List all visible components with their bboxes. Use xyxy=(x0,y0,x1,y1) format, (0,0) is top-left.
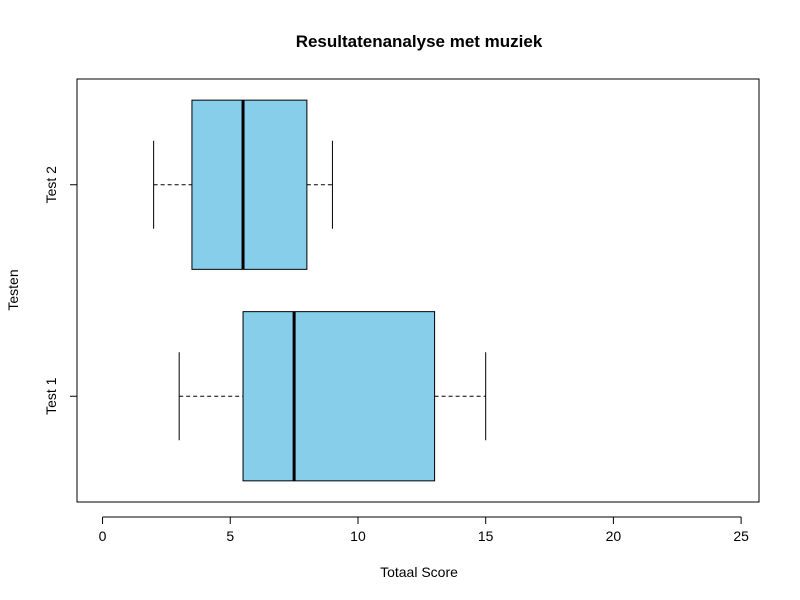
y-axis: Test 1 Test 2 xyxy=(43,166,78,415)
iqr-box xyxy=(191,99,308,270)
boxes xyxy=(153,99,487,482)
x-tick-label: 15 xyxy=(478,528,494,544)
x-axis-label: Totaal Score xyxy=(380,564,458,580)
x-tick-label: 10 xyxy=(350,528,366,544)
x-tick-label: 0 xyxy=(99,528,107,544)
y-tick-label: Test 1 xyxy=(43,377,59,415)
x-tick-label: 25 xyxy=(733,528,749,544)
y-axis-label: Testen xyxy=(5,269,21,310)
chart-title: Resultatenanalyse met muziek xyxy=(296,32,543,51)
x-tick-label: 20 xyxy=(606,528,622,544)
box-test-2 xyxy=(153,99,333,270)
x-tick-label: 5 xyxy=(226,528,234,544)
x-axis: 0 5 10 15 20 25 xyxy=(99,516,749,544)
iqr-box xyxy=(242,311,436,482)
y-tick-label: Test 2 xyxy=(43,166,59,204)
box-test-1 xyxy=(178,311,487,482)
